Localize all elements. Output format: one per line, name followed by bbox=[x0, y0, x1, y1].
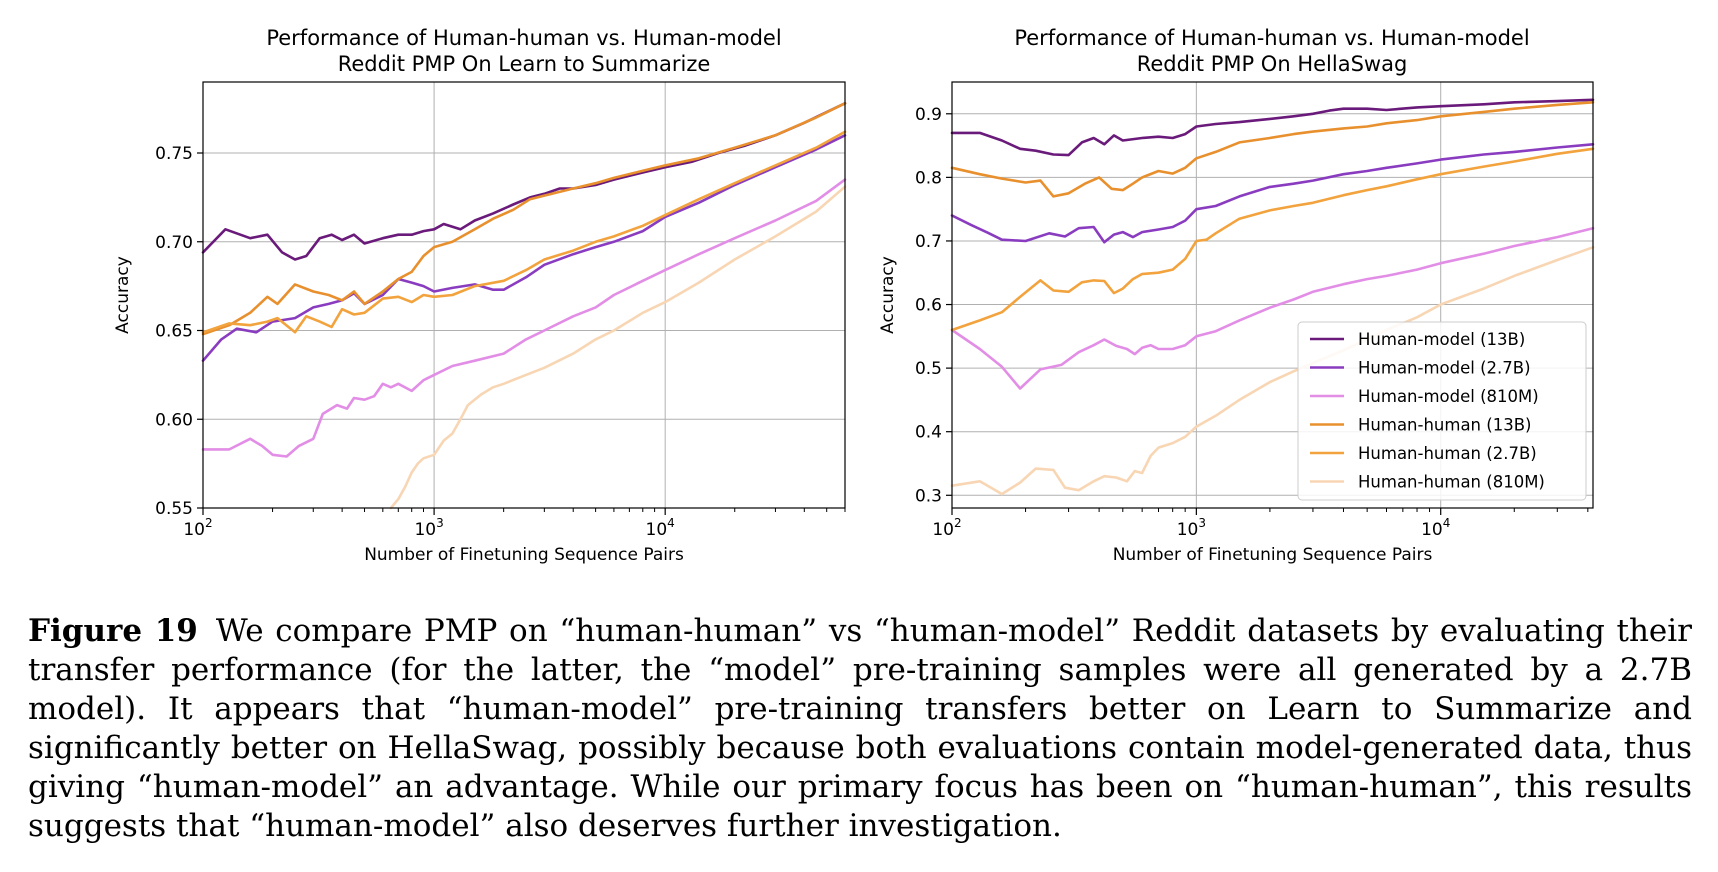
chart-title-line-2: Reddit PMP On Learn to Summarize bbox=[338, 52, 711, 76]
y-tick-label-1: 0.60 bbox=[155, 410, 193, 430]
chart-panel-2: Performance of Human-human vs. Human-mod… bbox=[878, 26, 1595, 565]
series-line-1 bbox=[950, 98, 1595, 157]
legend-label-6: Human-human (810M) bbox=[1358, 473, 1545, 492]
x-tick-label-0: 102 bbox=[932, 516, 961, 540]
y-tick-label-3: 0.70 bbox=[155, 233, 193, 253]
legend-box bbox=[1297, 321, 1587, 501]
figure-caption: Figure 19 We compare PMP on “human-human”… bbox=[28, 612, 1692, 846]
y-tick-label-2: 0.5 bbox=[915, 359, 942, 379]
x-tick-label-0: 102 bbox=[183, 516, 212, 540]
series-line-2 bbox=[201, 134, 847, 362]
y-tick-label-4: 0.75 bbox=[155, 144, 193, 164]
y-tick-label-5: 0.8 bbox=[915, 168, 942, 188]
caption-text: We compare PMP on “human-human” vs “huma… bbox=[28, 613, 1692, 844]
y-tick-label-3: 0.6 bbox=[915, 296, 942, 316]
x-tick-label-2: 104 bbox=[1421, 516, 1450, 540]
x-axis-label: Number of Finetuning Sequence Pairs bbox=[1113, 545, 1433, 565]
series-line-3 bbox=[950, 226, 1595, 390]
chart-title-line-1: Performance of Human-human vs. Human-mod… bbox=[1014, 26, 1529, 50]
plot-frame bbox=[951, 81, 1594, 509]
chart-legend: Human-model (13B) Human-model (2.7B) Human… bbox=[1297, 321, 1587, 501]
y-tick-label-2: 0.65 bbox=[155, 322, 193, 342]
legend-label-2: Human-model (2.7B) bbox=[1358, 359, 1531, 378]
x-tick-label-2: 104 bbox=[646, 516, 675, 540]
series-line-1 bbox=[201, 102, 847, 261]
y-tick-label-0: 0.55 bbox=[155, 499, 193, 519]
y-tick-label-0: 0.3 bbox=[915, 486, 942, 506]
series-line-3 bbox=[201, 178, 847, 458]
legend-label-3: Human-model (810M) bbox=[1358, 387, 1539, 406]
x-tick-label-1: 103 bbox=[414, 516, 443, 540]
x-tick-label-1: 103 bbox=[1177, 516, 1206, 540]
legend-label-1: Human-model (13B) bbox=[1358, 330, 1525, 349]
figure-charts: Performance of Human-human vs. Human-mod… bbox=[113, 26, 1595, 565]
series-line-5 bbox=[950, 147, 1595, 332]
legend-label-5: Human-human (2.7B) bbox=[1358, 444, 1537, 463]
series-line-2 bbox=[950, 143, 1595, 244]
y-tick-label-6: 0.9 bbox=[915, 105, 942, 125]
y-axis-label: Accuracy bbox=[878, 256, 898, 334]
caption-label: Figure 19 bbox=[28, 613, 198, 649]
y-tick-label-1: 0.4 bbox=[915, 423, 942, 443]
series-line-5 bbox=[201, 130, 847, 334]
series-line-4 bbox=[201, 102, 847, 336]
y-axis-label: Accuracy bbox=[113, 256, 133, 334]
x-axis-label: Number of Finetuning Sequence Pairs bbox=[364, 545, 684, 565]
chart-title-line-2: Reddit PMP On HellaSwag bbox=[1137, 52, 1408, 76]
chart-title-line-1: Performance of Human-human vs. Human-mod… bbox=[266, 26, 781, 50]
plot-frame bbox=[202, 81, 846, 509]
legend-label-4: Human-human (13B) bbox=[1358, 416, 1531, 435]
chart-panel-1: Performance of Human-human vs. Human-mod… bbox=[113, 26, 847, 565]
series-line-4 bbox=[950, 101, 1595, 198]
y-tick-label-4: 0.7 bbox=[915, 232, 942, 252]
series-line-6 bbox=[389, 185, 847, 510]
